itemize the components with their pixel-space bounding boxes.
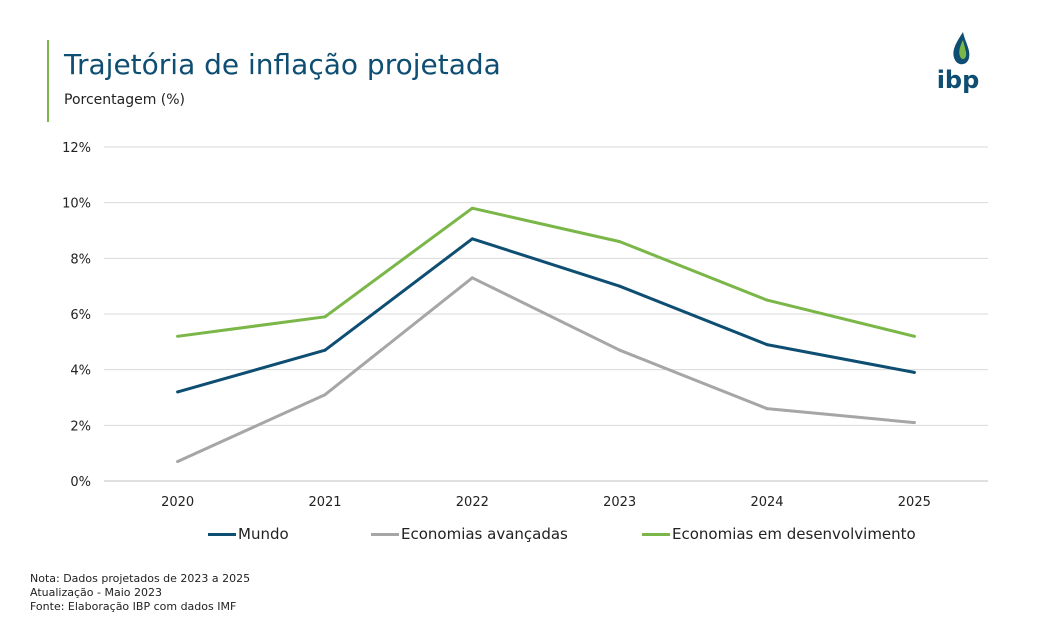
data-point-economias-em-desenvolvimento: [618, 240, 622, 244]
legend-swatch-economias-desenvolvimento: [642, 532, 670, 536]
data-point-mundo: [323, 348, 327, 352]
y-tick-label: 6%: [70, 308, 91, 323]
x-tick-label: 2020: [161, 495, 194, 510]
data-point-mundo: [176, 390, 180, 394]
data-point-economias-avancadas: [176, 460, 180, 464]
x-tick-label: 2021: [308, 495, 341, 510]
data-point-economias-avancadas: [470, 276, 474, 280]
data-point-economias-em-desenvolvimento: [323, 315, 327, 319]
footnote-update: Atualização - Maio 2023: [30, 586, 162, 599]
title-accent-bar: [47, 40, 49, 122]
data-point-mundo: [618, 284, 622, 288]
y-tick-label: 0%: [70, 475, 91, 490]
legend-label-economias-desenvolvimento: Economias em desenvolvimento: [672, 525, 916, 543]
data-point-economias-em-desenvolvimento: [470, 206, 474, 210]
data-point-economias-em-desenvolvimento: [912, 334, 916, 338]
y-tick-label: 12%: [62, 141, 91, 156]
chart-subtitle: Porcentagem (%): [64, 92, 186, 108]
legend-swatch-mundo: [208, 532, 236, 536]
ibp-logo: ibp: [937, 32, 980, 94]
legend-swatch-economias-avancadas: [371, 532, 399, 536]
line-chart: 0% 2% 4% 6% 8% 10% 12% 2020 2021 2022 2023 2024 2025: [62, 141, 988, 510]
data-point-economias-avancadas: [618, 348, 622, 352]
data-point-mundo: [765, 343, 769, 347]
series-line-economias-avancadas: [176, 276, 916, 463]
y-tick-label: 4%: [70, 364, 91, 379]
chart-title: Trajetória de inflação projetada: [64, 48, 501, 81]
footnote-note: Nota: Dados projetados de 2023 a 2025: [30, 572, 251, 585]
series-line-mundo: [176, 237, 916, 394]
data-point-economias-em-desenvolvimento: [765, 298, 769, 302]
y-tick-label: 10%: [62, 197, 91, 212]
x-tick-label: 2023: [603, 495, 636, 510]
data-point-mundo: [912, 370, 916, 374]
legend-label-mundo: Mundo: [238, 525, 289, 543]
x-tick-label: 2022: [456, 495, 489, 510]
data-point-economias-avancadas: [323, 393, 327, 397]
x-tick-label: 2025: [898, 495, 931, 510]
x-tick-label: 2024: [750, 495, 783, 510]
chart-legend: Mundo Economias avançadas Economias em d…: [0, 525, 1058, 545]
logo-text: ibp: [937, 66, 980, 94]
data-point-economias-em-desenvolvimento: [176, 334, 180, 338]
data-point-economias-avancadas: [765, 407, 769, 411]
y-tick-label: 8%: [70, 252, 91, 267]
data-point-economias-avancadas: [912, 421, 916, 425]
data-point-mundo: [470, 237, 474, 241]
series-line-economias-em-desenvolvimento: [176, 206, 916, 338]
footnotes: Nota: Dados projetados de 2023 a 2025 At…: [30, 572, 250, 614]
legend-label-economias-avancadas: Economias avançadas: [401, 525, 568, 543]
legend-item-economias-desenvolvimento: Economias em desenvolvimento: [642, 525, 916, 543]
legend-item-economias-avancadas: Economias avançadas: [371, 525, 568, 543]
y-tick-label: 2%: [70, 419, 91, 434]
footnote-source: Fonte: Elaboração IBP com dados IMF: [30, 600, 237, 613]
legend-item-mundo: Mundo: [208, 525, 289, 543]
